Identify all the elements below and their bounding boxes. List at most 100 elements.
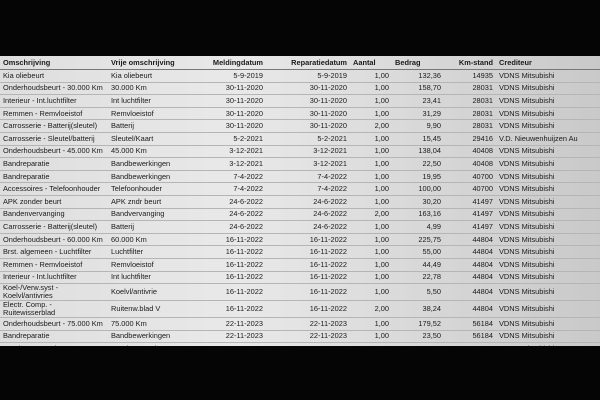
table-cell: 15,45	[392, 132, 444, 146]
table-cell: 4,99	[392, 220, 444, 234]
table-cell: 28031	[444, 82, 496, 96]
column-header: Reparatiedatum	[266, 56, 350, 70]
table-cell: 1,00	[350, 317, 392, 331]
table-cell: 60.000 Km	[108, 233, 202, 247]
table-cell: VDNS Mitsubishi	[496, 157, 600, 171]
table-cell: Carrosserie - Sleutel/batterij	[0, 132, 108, 146]
table-cell: 22-11-2023	[202, 317, 266, 331]
table-cell: VDNS Mitsubishi	[496, 300, 600, 319]
table-cell: Luchtfilter	[108, 245, 202, 259]
table-cell: 44,49	[392, 258, 444, 272]
table-cell: 1,00	[350, 145, 392, 159]
table-cell: 1,00	[350, 342, 392, 346]
table-cell: 5-2-2021	[266, 132, 350, 146]
table-cell: 1,00	[350, 69, 392, 83]
table-cell: 30-11-2020	[202, 119, 266, 133]
table-row: APK zonder beurt APK zndr beurt 24-6-2022 2…	[0, 195, 600, 209]
table-cell: Kia oliebeurt	[108, 69, 202, 83]
table-cell: VDNS Mitsubishi	[496, 170, 600, 184]
table-cell: 5,50	[392, 283, 444, 302]
table-cell: 1,00	[350, 82, 392, 96]
table-cell: 28031	[444, 94, 496, 108]
table-row: Bandreparatie Bandbewerkingen 7-4-2022 7-4-…	[0, 170, 600, 184]
table-cell: 1,00	[350, 258, 392, 272]
table-row: Carrosserie - Batterij(sleutel) Batterij 2…	[0, 220, 600, 234]
table-cell: VDNS Mitsubishi	[496, 271, 600, 285]
table-body: Kia oliebeurt Kia oliebeurt 5-9-2019 5-9-20…	[0, 69, 600, 346]
table-cell: 100,00	[392, 182, 444, 196]
table-cell: VDNS Mitsubishi	[496, 330, 600, 344]
table-cell: VDNS Mitsubishi	[496, 317, 600, 331]
table-cell: APK zndr beurt	[108, 195, 202, 209]
table-cell: Int luchtfilter	[108, 271, 202, 285]
column-header: Km-stand	[444, 56, 496, 70]
table-cell: 3-12-2021	[266, 145, 350, 159]
table-row: Accessoires - Telefoonhouder Telefoonhoud…	[0, 182, 600, 196]
table-cell: VDNS Mitsubishi	[496, 145, 600, 159]
table-cell: 1,00	[350, 283, 392, 302]
table-cell: 30,20	[392, 195, 444, 209]
table-row: Carrosserie - Batterij(sleutel) Batterij 3…	[0, 119, 600, 133]
table-cell: 23,50	[392, 330, 444, 344]
column-header: Bedrag	[392, 56, 444, 70]
table-cell: Ruitenw.blad V	[108, 300, 202, 319]
table-cell: 30-11-2020	[266, 107, 350, 121]
table-cell: VDNS Mitsubishi	[496, 233, 600, 247]
table-cell: Int luchtfilter	[108, 94, 202, 108]
table-cell: VDNS Mitsubishi	[496, 182, 600, 196]
table-cell: 24-6-2022	[202, 208, 266, 222]
table-cell: Bandreparatie	[0, 330, 108, 344]
table-row: Remmen - Remvloeistof Remvloeistof 30-11-2…	[0, 107, 600, 121]
column-header: Omschrijving	[0, 56, 108, 70]
table-cell: 2,00	[350, 119, 392, 133]
table-cell: 30-11-2020	[266, 119, 350, 133]
table-cell: 24-6-2022	[202, 195, 266, 209]
table-cell: 45.000 Km	[108, 145, 202, 159]
table-cell: Bandenvervanging	[0, 342, 108, 346]
table-cell: 56184	[444, 330, 496, 344]
table-cell: 24-6-2022	[266, 220, 350, 234]
column-header: Crediteur	[496, 56, 600, 70]
table-cell: VDNS Mitsubishi	[496, 69, 600, 83]
header-row: Omschrijving Vrije omschrijving Meldingdat…	[0, 56, 600, 70]
table-cell: 41497	[444, 220, 496, 234]
column-header: Vrije omschrijving	[108, 56, 202, 70]
table-cell: Electr. Comp. - Ruitewisserblad	[0, 300, 108, 319]
table-cell: Accessoires - Telefoonhouder	[0, 182, 108, 196]
table-cell: 1,00	[350, 157, 392, 171]
table-cell: Interieur - Int.luchtfilter	[0, 94, 108, 108]
table-cell: 44804	[444, 283, 496, 302]
table-cell: 14935	[444, 69, 496, 83]
table-cell: Carrosserie - Batterij(sleutel)	[0, 119, 108, 133]
table-row: Bandreparatie Bandbewerkingen 22-11-2023 22…	[0, 330, 600, 344]
table-cell: 16-11-2022	[202, 233, 266, 247]
table-cell: 9-9-2025	[202, 342, 266, 346]
table-cell: 22-11-2023	[202, 330, 266, 344]
table-cell: VDNS Mitsubishi	[496, 82, 600, 96]
table-cell: 3-12-2021	[202, 145, 266, 159]
table-cell: 1,00	[350, 220, 392, 234]
table-cell: VDNS Mitsubishi	[496, 220, 600, 234]
table-cell: 24-6-2022	[266, 208, 350, 222]
table-cell: 1,00	[350, 233, 392, 247]
table-cell: Carrosserie - Batterij(sleutel)	[0, 220, 108, 234]
table-cell: Remvloeistof	[108, 107, 202, 121]
table-cell: 5-9-2019	[266, 69, 350, 83]
table-row: Electr. Comp. - Ruitewisserblad Ruitenw.b…	[0, 300, 600, 319]
table-cell: 68962	[444, 342, 496, 346]
table-cell: 5-9-2019	[202, 69, 266, 83]
table-cell: Bandbewerkingen	[108, 170, 202, 184]
table-cell: Bandvervanging	[108, 342, 202, 346]
table-cell: VDNS Mitsubishi	[496, 107, 600, 121]
table-row: Koel-/Verw.syst - Koelvl/antivries Koelvl…	[0, 283, 600, 302]
table-cell: 1,00	[350, 182, 392, 196]
table-row: Interieur - Int.luchtfilter Int luchtfilt…	[0, 94, 600, 108]
table-cell: 1,00	[350, 170, 392, 184]
table-cell: Bandbewerkingen	[108, 330, 202, 344]
table-cell: VDNS Mitsubishi	[496, 195, 600, 209]
table-cell: 30-11-2020	[202, 107, 266, 121]
table-cell: Batterij	[108, 220, 202, 234]
table-cell: 44804	[444, 271, 496, 285]
table-cell: 56184	[444, 317, 496, 331]
table-row: Remmen - Remvloeistof Remvloeistof 16-11-2…	[0, 258, 600, 272]
